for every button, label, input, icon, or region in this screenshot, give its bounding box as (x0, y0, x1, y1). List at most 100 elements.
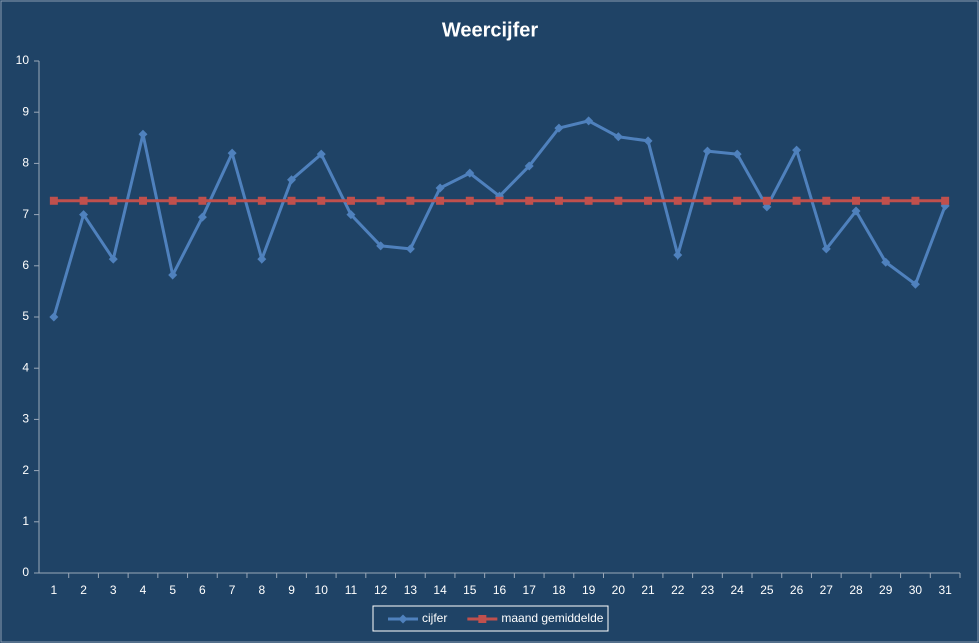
data-point (376, 196, 385, 205)
data-point (584, 196, 593, 205)
data-point (168, 270, 178, 280)
data-point (465, 196, 474, 205)
data-point (851, 206, 861, 216)
data-point (287, 196, 296, 205)
data-point (197, 212, 207, 222)
x-tick-label: 18 (552, 583, 566, 597)
x-tick-label: 8 (258, 583, 265, 597)
data-point (881, 257, 891, 267)
data-point (138, 129, 148, 139)
x-tick-label: 19 (582, 583, 596, 597)
data-point (643, 136, 653, 146)
x-tick-label: 23 (701, 583, 715, 597)
data-point (792, 196, 801, 205)
y-tick-label: 10 (16, 53, 30, 67)
data-point (702, 146, 712, 156)
x-tick-label: 15 (463, 583, 477, 597)
data-point (346, 196, 355, 205)
data-point (406, 196, 415, 205)
data-point (108, 254, 118, 264)
data-point (822, 196, 831, 205)
data-point (495, 196, 504, 205)
legend-label: cijfer (422, 611, 447, 625)
y-tick-label: 9 (22, 104, 29, 118)
data-point (346, 210, 356, 220)
y-tick-label: 4 (22, 360, 29, 374)
data-point (465, 168, 475, 178)
chart-title: Weercijfer (442, 19, 539, 41)
x-tick-label: 3 (110, 583, 117, 597)
x-tick-label: 26 (790, 583, 804, 597)
data-point (109, 196, 118, 205)
x-tick-label: 4 (140, 583, 147, 597)
data-point (316, 149, 326, 159)
legend-marker (398, 614, 408, 624)
data-point (792, 145, 802, 155)
y-tick-label: 3 (22, 412, 29, 426)
y-tick-label: 7 (22, 207, 29, 221)
x-tick-label: 1 (51, 583, 58, 597)
data-point (524, 161, 534, 171)
data-point (614, 196, 623, 205)
y-tick-label: 1 (22, 514, 29, 528)
legend-box (372, 605, 609, 632)
data-point (79, 210, 89, 220)
data-point (317, 196, 326, 205)
data-point (881, 196, 890, 205)
data-point (436, 196, 445, 205)
data-point (703, 196, 712, 205)
x-tick-label: 28 (849, 583, 863, 597)
data-point (49, 312, 59, 322)
x-tick-label: 10 (315, 583, 329, 597)
data-point (910, 279, 920, 289)
data-point (673, 250, 683, 260)
x-tick-label: 11 (345, 583, 358, 597)
data-point (673, 196, 682, 205)
data-point (138, 196, 147, 205)
x-tick-label: 22 (671, 583, 685, 597)
x-tick-label: 17 (523, 583, 537, 597)
x-tick-label: 27 (820, 583, 834, 597)
data-point (613, 132, 623, 142)
x-tick-label: 25 (760, 583, 774, 597)
x-tick-label: 2 (80, 583, 87, 597)
data-point (227, 148, 237, 158)
data-point (79, 196, 88, 205)
y-tick-label: 8 (22, 156, 29, 170)
y-tick-label: 5 (22, 309, 29, 323)
data-point (405, 244, 415, 254)
data-point (49, 196, 58, 205)
x-tick-label: 13 (404, 583, 418, 597)
data-point (554, 123, 564, 133)
x-tick-label: 5 (169, 583, 176, 597)
data-point (941, 196, 950, 205)
data-point (732, 149, 742, 159)
x-tick-label: 24 (730, 583, 744, 597)
x-tick-label: 29 (879, 583, 893, 597)
data-point (554, 196, 563, 205)
x-tick-label: 20 (612, 583, 626, 597)
data-point (228, 196, 237, 205)
data-point (852, 196, 861, 205)
data-point (644, 196, 653, 205)
data-point (257, 254, 267, 264)
data-point (911, 196, 920, 205)
y-tick-label: 0 (22, 565, 29, 579)
x-tick-label: 14 (433, 583, 447, 597)
legend-label: maand gemiddelde (501, 611, 603, 625)
data-point (287, 175, 297, 185)
x-tick-label: 9 (288, 583, 295, 597)
data-point (435, 183, 445, 193)
data-point (376, 241, 386, 251)
data-point (762, 196, 771, 205)
data-point (257, 196, 266, 205)
x-tick-label: 30 (909, 583, 923, 597)
data-point (525, 196, 534, 205)
data-point (584, 116, 594, 126)
x-tick-label: 31 (938, 583, 952, 597)
data-point (733, 196, 742, 205)
x-tick-label: 16 (493, 583, 507, 597)
x-tick-label: 12 (374, 583, 388, 597)
